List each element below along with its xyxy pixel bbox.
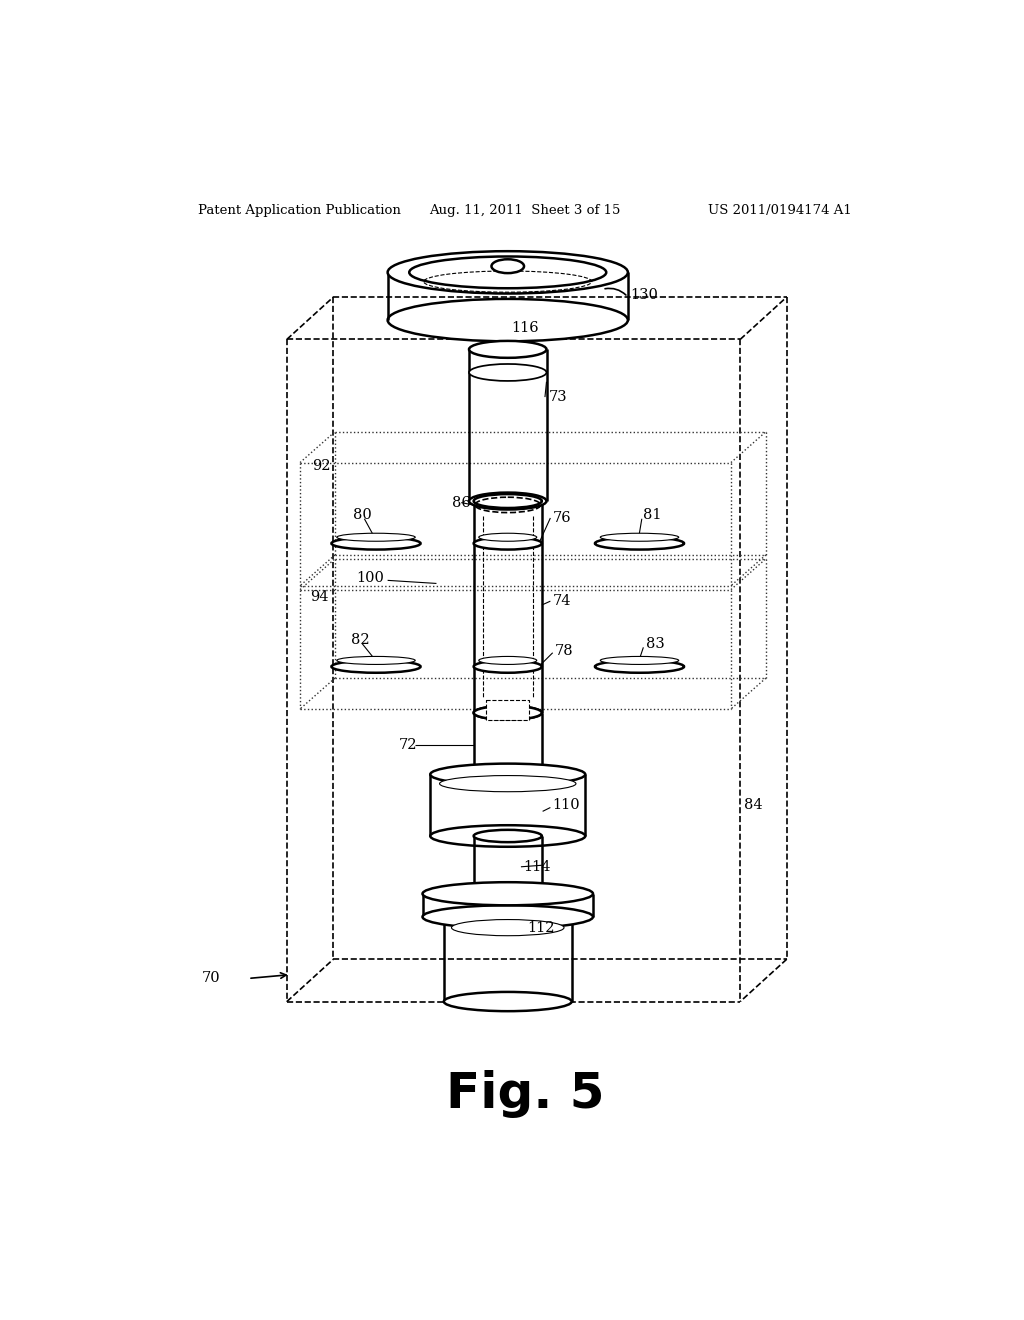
Ellipse shape xyxy=(388,298,628,342)
Text: 73: 73 xyxy=(549,391,567,404)
Text: 100: 100 xyxy=(356,572,384,585)
Text: 86: 86 xyxy=(452,495,471,510)
Ellipse shape xyxy=(474,494,542,508)
Ellipse shape xyxy=(469,341,547,358)
Text: 112: 112 xyxy=(527,921,555,936)
Ellipse shape xyxy=(595,660,684,673)
Ellipse shape xyxy=(423,906,593,928)
Text: 70: 70 xyxy=(202,972,220,986)
Text: 130: 130 xyxy=(630,289,658,302)
Text: 114: 114 xyxy=(523,859,551,874)
Ellipse shape xyxy=(474,767,542,781)
Text: 84: 84 xyxy=(744,799,763,812)
Ellipse shape xyxy=(388,251,628,293)
Ellipse shape xyxy=(474,887,542,900)
Text: 82: 82 xyxy=(351,632,370,647)
Ellipse shape xyxy=(337,533,415,541)
Text: Patent Application Publication: Patent Application Publication xyxy=(198,205,400,218)
Text: 92: 92 xyxy=(312,459,331,474)
Ellipse shape xyxy=(469,364,547,381)
Ellipse shape xyxy=(600,533,679,541)
Ellipse shape xyxy=(439,776,575,792)
Text: Fig. 5: Fig. 5 xyxy=(445,1071,604,1118)
Text: 116: 116 xyxy=(512,321,540,335)
Text: 80: 80 xyxy=(352,508,372,521)
Ellipse shape xyxy=(423,882,593,906)
Text: Aug. 11, 2011  Sheet 3 of 15: Aug. 11, 2011 Sheet 3 of 15 xyxy=(429,205,621,218)
Ellipse shape xyxy=(410,256,606,288)
Text: US 2011/0194174 A1: US 2011/0194174 A1 xyxy=(709,205,852,218)
Ellipse shape xyxy=(479,533,537,541)
Text: 81: 81 xyxy=(643,508,662,521)
Ellipse shape xyxy=(492,259,524,273)
Ellipse shape xyxy=(443,991,571,1011)
Ellipse shape xyxy=(474,706,542,719)
Ellipse shape xyxy=(332,660,421,673)
Ellipse shape xyxy=(469,492,547,510)
Text: 94: 94 xyxy=(310,590,329,605)
Text: 72: 72 xyxy=(399,738,418,752)
Ellipse shape xyxy=(600,656,679,664)
Ellipse shape xyxy=(479,656,537,664)
Ellipse shape xyxy=(332,537,421,549)
Ellipse shape xyxy=(474,537,542,549)
Text: 83: 83 xyxy=(646,636,665,651)
Text: 74: 74 xyxy=(553,594,571,609)
Ellipse shape xyxy=(452,920,564,936)
Ellipse shape xyxy=(474,706,542,719)
Text: 110: 110 xyxy=(553,799,581,812)
Ellipse shape xyxy=(474,660,542,673)
Ellipse shape xyxy=(337,656,415,664)
Text: 78: 78 xyxy=(555,644,573,659)
FancyBboxPatch shape xyxy=(486,701,529,719)
Ellipse shape xyxy=(595,537,684,549)
Ellipse shape xyxy=(430,763,586,785)
Ellipse shape xyxy=(430,825,586,847)
Text: 76: 76 xyxy=(553,511,571,525)
Ellipse shape xyxy=(474,830,542,842)
